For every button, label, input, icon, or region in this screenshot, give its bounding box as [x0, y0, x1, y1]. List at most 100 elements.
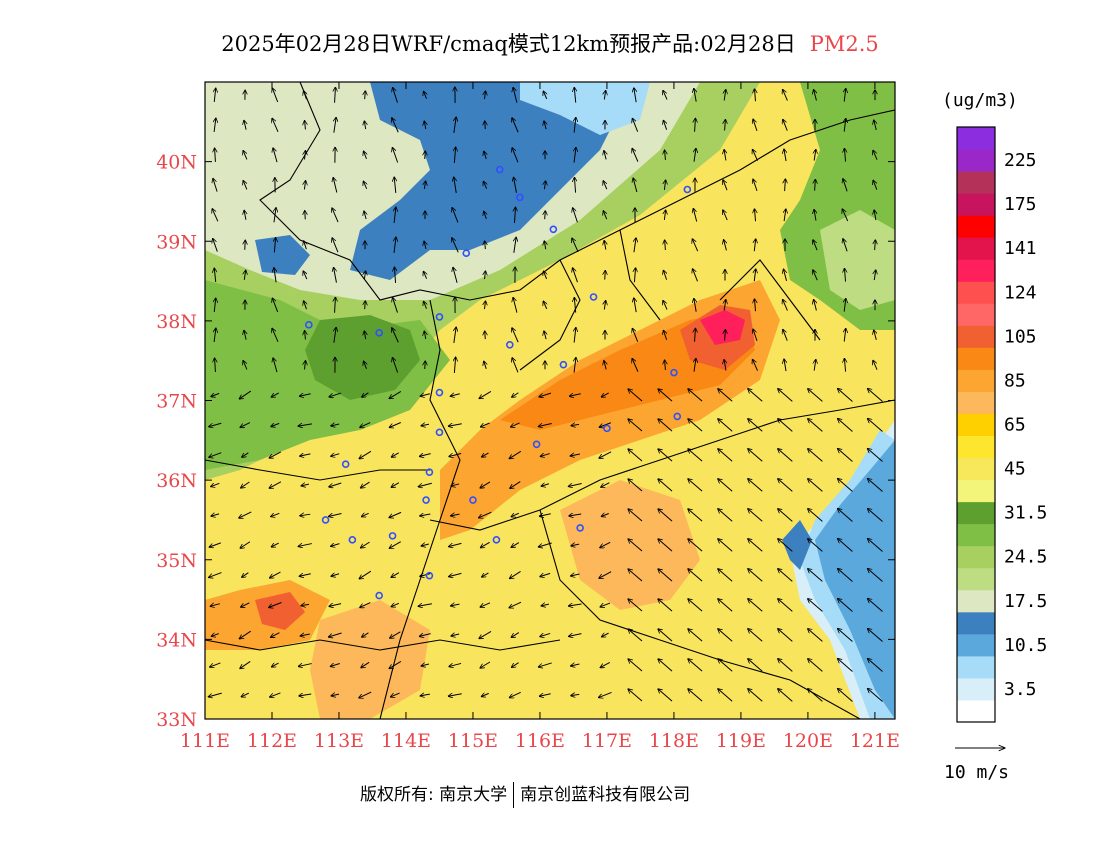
- wind-vector: [634, 298, 636, 313]
- wind-vector: [633, 178, 638, 193]
- wind-vector: [245, 240, 246, 250]
- wind-vector: [364, 121, 365, 130]
- wind-vector: [568, 483, 582, 487]
- wind-vector: [208, 692, 222, 697]
- wind-vector: [304, 241, 307, 250]
- y-tick-label: 39N: [156, 231, 197, 253]
- y-tick-label: 36N: [156, 470, 197, 492]
- field-coast-strip: [782, 520, 812, 570]
- wind-vector: [867, 508, 883, 522]
- colorbar-label: 65: [1004, 415, 1026, 436]
- wind-vector: [241, 693, 250, 697]
- x-tick-label: 111E: [180, 730, 230, 752]
- wind-vector: [658, 509, 673, 522]
- colorbar-label: 10.5: [1004, 635, 1047, 656]
- wind-vector: [778, 509, 793, 522]
- wind-vector: [451, 514, 460, 516]
- wind-vector: [365, 91, 366, 100]
- wind-vector: [305, 331, 306, 340]
- city-marker: [469, 496, 477, 504]
- wind-vector: [484, 91, 485, 100]
- wind-vector: [688, 539, 703, 552]
- wind-vector: [694, 148, 696, 162]
- wind-vector: [867, 658, 883, 672]
- wind-vector: [628, 509, 643, 522]
- wind-vector: [875, 240, 876, 251]
- wind-vector: [842, 209, 849, 222]
- wind-vector: [838, 569, 853, 582]
- wind-vector: [334, 267, 337, 283]
- wind-vector: [301, 604, 310, 605]
- wind-vector: [658, 389, 673, 402]
- colorbar-bin: [957, 259, 995, 282]
- wind-vector: [424, 241, 426, 250]
- city-marker: [435, 428, 444, 437]
- wind-vector: [723, 210, 728, 221]
- wind-vector: [331, 574, 340, 577]
- copyright-separator: [513, 782, 515, 808]
- x-tick-label: 113E: [314, 730, 364, 752]
- wind-vector: [778, 449, 793, 462]
- wind-vector: [658, 659, 673, 672]
- wind-vector: [628, 629, 643, 642]
- y-tick-label: 34N: [156, 629, 197, 651]
- wind-vector: [243, 151, 248, 160]
- colorbar-label: 124: [1004, 282, 1037, 303]
- wind-vector: [783, 119, 788, 131]
- wind-vector: [329, 604, 342, 607]
- wind-vector: [628, 389, 643, 402]
- wind-vector: [271, 542, 279, 547]
- wind-vector: [299, 694, 312, 696]
- wind-vector: [420, 514, 431, 516]
- wind-vector: [808, 569, 823, 582]
- wind-vector: [748, 629, 763, 642]
- x-tick-label: 118E: [649, 730, 699, 752]
- wind-vector: [628, 689, 643, 702]
- wind-vector: [598, 691, 612, 697]
- wind-vector: [573, 268, 578, 283]
- wind-vector: [540, 633, 551, 636]
- wind-vector: [544, 331, 546, 340]
- wind-vector: [665, 240, 666, 251]
- wind-vector: [785, 179, 786, 192]
- wind-vector: [271, 423, 280, 426]
- city-marker: [532, 440, 541, 449]
- colorbar-bin: [957, 369, 995, 392]
- wind-vector: [364, 211, 366, 220]
- wind-vector: [748, 389, 763, 402]
- colorbar-bin: [957, 193, 995, 216]
- wind-vector: [364, 331, 365, 340]
- wind-vector: [838, 689, 853, 702]
- wind-vector: [391, 452, 399, 457]
- city-marker: [341, 460, 350, 469]
- colorbar-bin: [957, 435, 995, 459]
- wind-vector: [392, 118, 399, 133]
- colorbar-bin: [957, 149, 995, 172]
- wind-vector: [718, 659, 733, 672]
- wind-vector: [485, 241, 486, 250]
- colorbar-bin: [957, 545, 995, 569]
- wind-vector: [423, 301, 426, 309]
- wind-vector: [778, 389, 793, 402]
- city-marker: [348, 536, 357, 544]
- wind-vector: [574, 327, 576, 343]
- wind-vector: [694, 298, 696, 312]
- wind-vector: [298, 664, 312, 667]
- copyright-line: 版权所有: 南京大学 南京创蓝科技有限公司: [360, 780, 690, 808]
- wind-vector: [509, 601, 522, 608]
- wind-vector: [873, 360, 878, 370]
- x-tick-label: 114E: [381, 730, 431, 752]
- city-marker: [388, 532, 397, 540]
- wind-vector: [808, 539, 823, 552]
- wind-vector: [573, 208, 578, 223]
- wind-vector: [215, 148, 216, 162]
- wind-vector: [843, 179, 848, 192]
- wind-vector: [718, 509, 733, 522]
- colorbar-label: 3.5: [1004, 679, 1037, 700]
- wind-vector: [329, 392, 342, 397]
- wind-vector: [724, 360, 726, 371]
- wind-vector: [485, 121, 486, 130]
- wind-vector: [753, 329, 758, 342]
- wind-vector: [778, 659, 793, 672]
- wind-vector: [393, 87, 398, 103]
